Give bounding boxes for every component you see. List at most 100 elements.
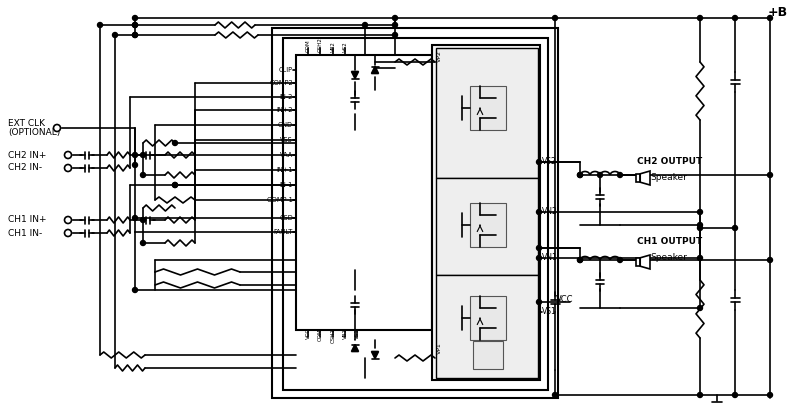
Text: +B: +B xyxy=(768,6,788,19)
Text: CH2 IN-: CH2 IN- xyxy=(8,164,42,172)
Text: CH2 IN+: CH2 IN+ xyxy=(8,150,46,160)
Bar xyxy=(636,258,640,266)
Circle shape xyxy=(578,172,582,177)
Circle shape xyxy=(98,23,102,27)
Text: VCC: VCC xyxy=(556,295,574,305)
Text: VN1: VN1 xyxy=(542,253,558,262)
Circle shape xyxy=(537,245,542,251)
Circle shape xyxy=(698,210,702,214)
Text: VCC: VCC xyxy=(306,328,310,339)
Bar xyxy=(470,203,506,247)
Circle shape xyxy=(537,256,542,260)
Text: VS1: VS1 xyxy=(542,307,557,316)
Text: VP2: VP2 xyxy=(437,50,442,62)
Text: Speaker: Speaker xyxy=(650,253,687,262)
Circle shape xyxy=(173,141,178,145)
Bar xyxy=(436,48,538,178)
Circle shape xyxy=(537,299,542,305)
Circle shape xyxy=(141,152,146,158)
Circle shape xyxy=(698,15,702,21)
Text: CSD: CSD xyxy=(279,215,293,221)
Circle shape xyxy=(141,172,146,177)
Polygon shape xyxy=(371,66,378,73)
Circle shape xyxy=(133,162,138,168)
Text: CH1 IN-: CH1 IN- xyxy=(8,229,42,237)
Text: VAA: VAA xyxy=(280,152,293,158)
Circle shape xyxy=(133,33,138,37)
Circle shape xyxy=(618,172,622,177)
Circle shape xyxy=(65,164,71,172)
Bar xyxy=(473,341,503,369)
Bar xyxy=(432,45,540,380)
Text: CH1 IN+: CH1 IN+ xyxy=(8,216,46,224)
Circle shape xyxy=(133,216,138,220)
Circle shape xyxy=(54,125,61,131)
Text: COMP2: COMP2 xyxy=(270,80,293,86)
Circle shape xyxy=(537,210,542,214)
Text: VB2: VB2 xyxy=(330,41,335,52)
Bar xyxy=(636,174,640,182)
Circle shape xyxy=(733,15,738,21)
Circle shape xyxy=(733,393,738,397)
Circle shape xyxy=(578,258,582,262)
Text: CLIP: CLIP xyxy=(279,67,293,73)
Text: COM: COM xyxy=(306,39,310,52)
Circle shape xyxy=(578,258,582,262)
Text: CH1 OUTPUT: CH1 OUTPUT xyxy=(637,237,702,247)
Circle shape xyxy=(133,152,138,158)
Bar xyxy=(470,86,506,130)
Text: VS2: VS2 xyxy=(342,41,347,52)
Circle shape xyxy=(698,305,702,310)
Bar xyxy=(283,38,548,390)
Circle shape xyxy=(133,23,138,27)
Text: Speaker: Speaker xyxy=(650,174,687,183)
Circle shape xyxy=(618,258,622,262)
Circle shape xyxy=(698,256,702,260)
Text: GND: GND xyxy=(278,122,293,128)
Text: EXT CLK: EXT CLK xyxy=(8,118,45,127)
Text: VSS: VSS xyxy=(280,137,293,143)
Polygon shape xyxy=(640,255,650,269)
Text: CH2 OUTPUT: CH2 OUTPUT xyxy=(637,158,702,166)
Text: COM: COM xyxy=(318,328,322,341)
Circle shape xyxy=(65,152,71,158)
Bar xyxy=(272,28,558,398)
Polygon shape xyxy=(351,345,358,351)
Circle shape xyxy=(767,15,773,21)
Circle shape xyxy=(362,23,367,27)
Circle shape xyxy=(698,393,702,397)
Circle shape xyxy=(767,172,773,177)
Circle shape xyxy=(698,222,702,228)
Polygon shape xyxy=(351,71,358,79)
Bar xyxy=(470,296,506,340)
Circle shape xyxy=(133,23,138,27)
Circle shape xyxy=(133,287,138,293)
Circle shape xyxy=(141,241,146,245)
Circle shape xyxy=(65,216,71,224)
Text: VN2: VN2 xyxy=(542,208,558,216)
Text: IN-2: IN-2 xyxy=(280,94,293,100)
Text: IN-1: IN-1 xyxy=(280,182,293,188)
Polygon shape xyxy=(640,171,650,185)
Bar xyxy=(436,275,538,378)
Circle shape xyxy=(393,15,398,21)
Text: VB1: VB1 xyxy=(342,328,347,339)
Text: VS1: VS1 xyxy=(354,328,359,339)
Circle shape xyxy=(173,183,178,187)
Bar xyxy=(296,55,432,330)
Circle shape xyxy=(767,258,773,262)
Circle shape xyxy=(553,393,558,397)
Text: IN+1: IN+1 xyxy=(277,167,293,173)
Circle shape xyxy=(767,393,773,397)
Circle shape xyxy=(578,172,582,177)
Circle shape xyxy=(113,33,118,37)
Circle shape xyxy=(698,226,702,231)
Text: IN+2: IN+2 xyxy=(277,107,293,113)
Text: (OPTIONAL): (OPTIONAL) xyxy=(8,129,60,137)
Text: CSH2: CSH2 xyxy=(318,37,322,52)
Circle shape xyxy=(133,33,138,37)
Circle shape xyxy=(141,218,146,222)
Text: VS2: VS2 xyxy=(542,158,557,166)
Circle shape xyxy=(537,160,542,164)
Circle shape xyxy=(393,23,398,27)
